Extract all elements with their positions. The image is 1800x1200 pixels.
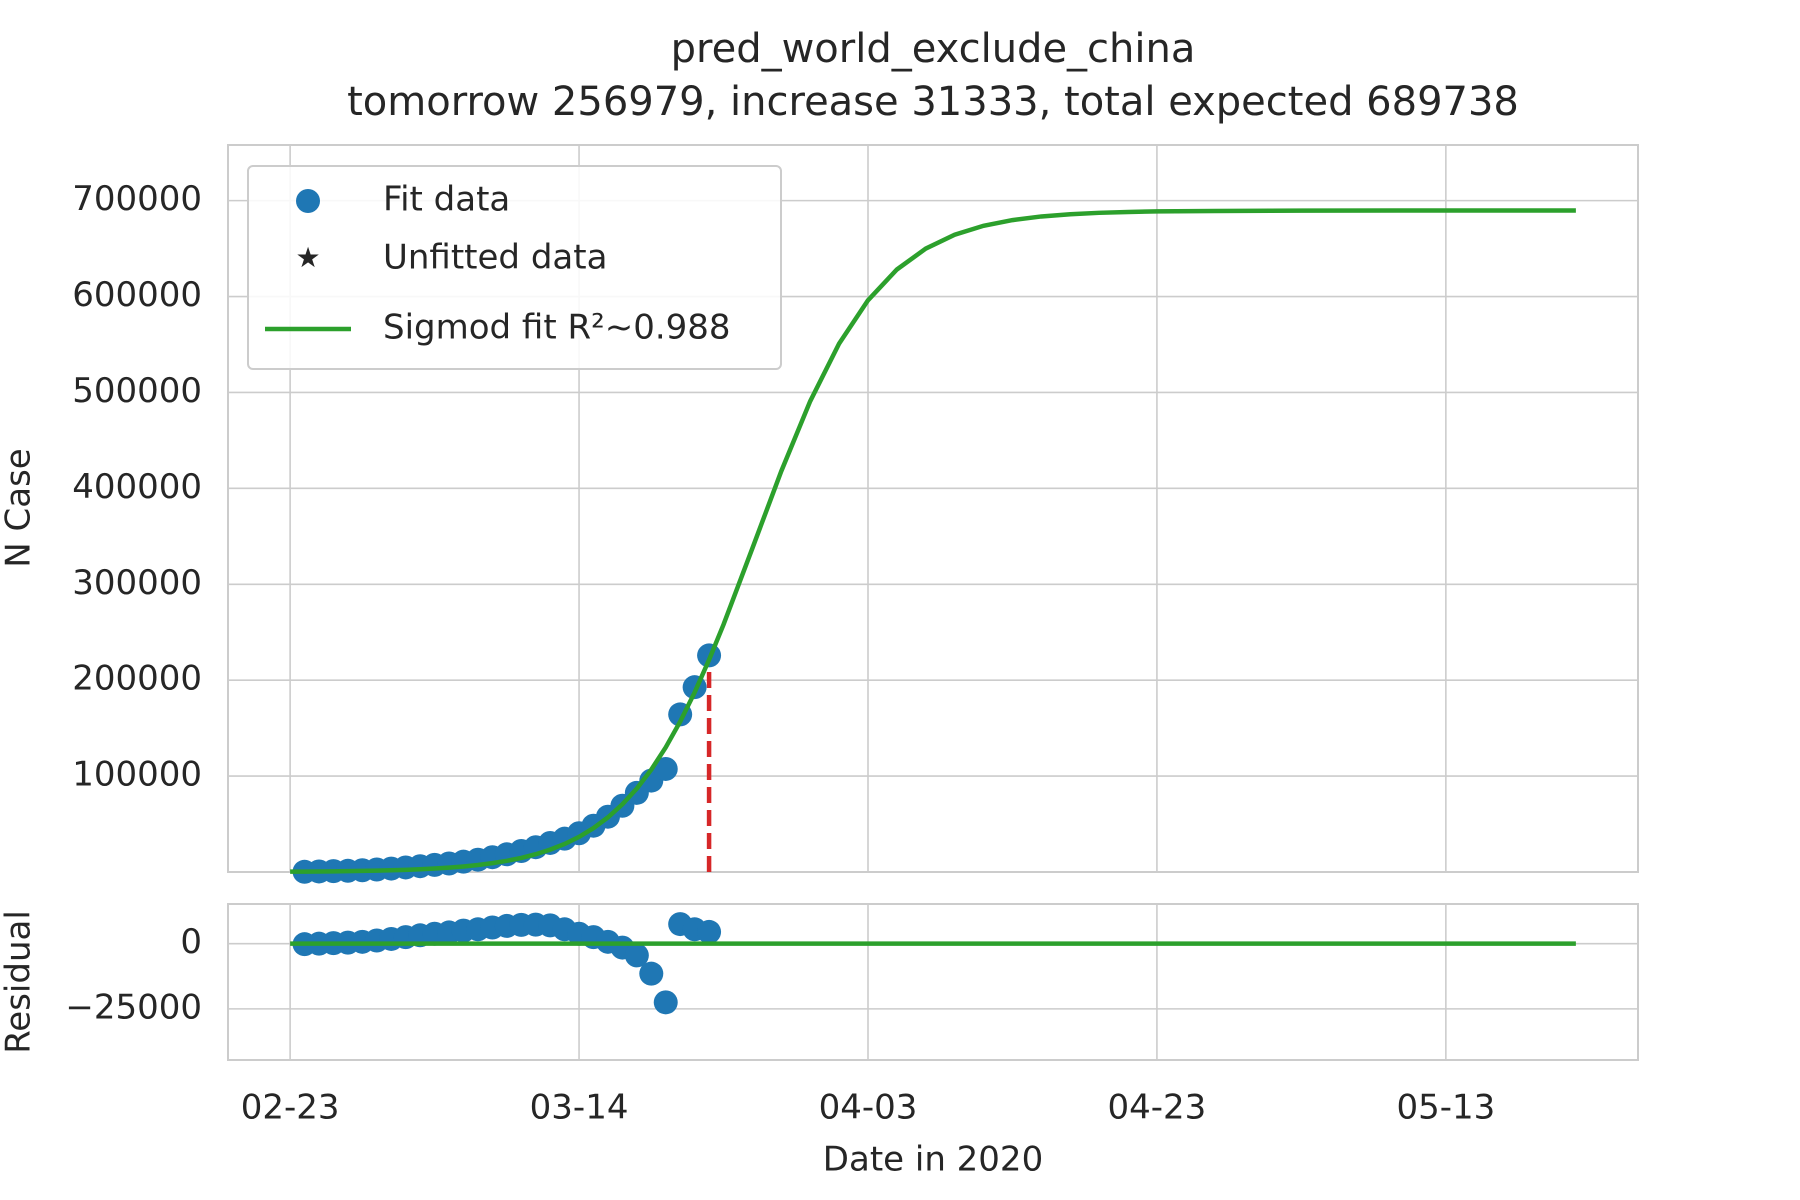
data-point (639, 961, 664, 986)
y-tick-label: 400000 (72, 467, 202, 507)
x-axis-label: Date in 2020 (823, 1140, 1043, 1180)
x-tick-label: 04-23 (1108, 1088, 1207, 1128)
x-tick-label: 04-03 (819, 1088, 918, 1128)
y-tick-label: 300000 (72, 563, 202, 603)
legend-marker (296, 189, 320, 213)
x-tick-label: 05-13 (1396, 1088, 1495, 1128)
y-tick-label: 700000 (72, 179, 202, 219)
legend-label: Unfitted data (383, 238, 607, 278)
y-tick-label: 100000 (72, 755, 202, 795)
y-tick-label: 0 (180, 922, 202, 962)
y-axis-label: N Case (0, 448, 39, 567)
y-tick-label: 200000 (72, 659, 202, 699)
axes-frame (227, 144, 1639, 873)
chart-title: pred_world_exclude_china (671, 26, 1196, 72)
chart-subtitle: tomorrow 256979, increase 31333, total e… (347, 79, 1519, 125)
axes-frame (227, 903, 1639, 1061)
data-point (653, 990, 678, 1015)
data-point (697, 919, 722, 944)
data-point (653, 756, 678, 781)
fit-line (290, 208, 1576, 874)
x-tick-label: 03-14 (530, 1088, 629, 1128)
legend-label: Fit data (383, 180, 510, 220)
legend-box (247, 165, 782, 370)
legend-marker: ★ (295, 241, 320, 274)
legend-label: Sigmod fit R²~0.988 (383, 308, 731, 348)
x-tick-label: 02-23 (241, 1088, 340, 1128)
y-axis-label: Residual (0, 910, 39, 1054)
y-tick-label: 600000 (72, 275, 202, 315)
y-tick-label: 500000 (72, 371, 202, 411)
y-tick-label: −25000 (65, 987, 202, 1027)
data-point (624, 943, 649, 968)
